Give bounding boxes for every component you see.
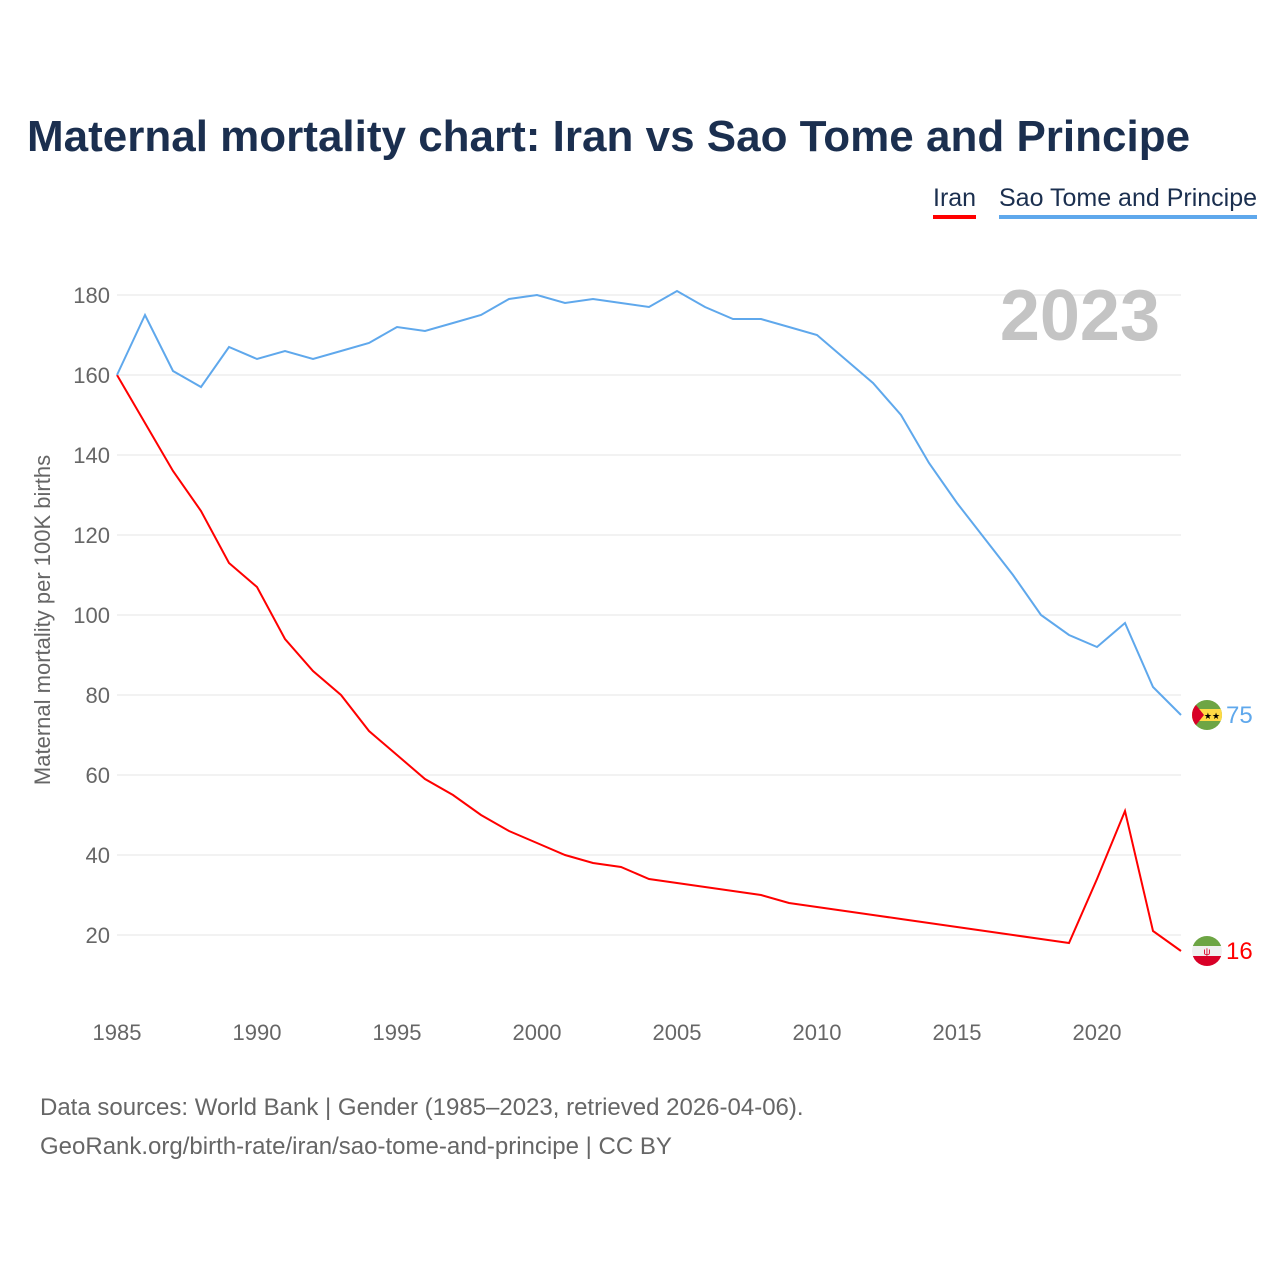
chart-title: Maternal mortality chart: Iran vs Sao To… <box>27 112 1191 161</box>
end-value-label: 75 <box>1226 702 1253 729</box>
source-link[interactable]: GeoRank.org/birth-rate/iran/sao-tome-and… <box>40 1133 672 1160</box>
series-line-iran <box>116 374 1182 952</box>
x-tick-label: 2015 <box>933 1020 982 1045</box>
x-tick-label: 1990 <box>233 1020 282 1045</box>
footer: Data sources: World Bank | Gender (1985–… <box>40 1088 804 1166</box>
y-tick-label: 100 <box>73 603 110 628</box>
year-watermark: 2023 <box>1000 276 1160 356</box>
y-tick-label: 180 <box>73 283 110 308</box>
legend-item-sao-tome[interactable]: Sao Tome and Principe <box>999 184 1258 219</box>
y-tick-label: 140 <box>73 443 110 468</box>
x-tick-label: 2020 <box>1073 1020 1122 1045</box>
data-source-note: Data sources: World Bank | Gender (1985–… <box>40 1094 804 1121</box>
y-tick-label: 80 <box>86 683 110 708</box>
y-tick-label: 60 <box>86 763 110 788</box>
x-tick-label: 1995 <box>373 1020 422 1045</box>
x-tick-label: 2005 <box>653 1020 702 1045</box>
svg-text:ψ: ψ <box>1203 947 1210 958</box>
svg-text:★★: ★★ <box>1204 711 1220 721</box>
x-tick-label: 1985 <box>93 1020 142 1045</box>
series-line-sao-tome <box>116 289 1182 716</box>
y-tick-label: 40 <box>86 843 110 868</box>
y-tick-label: 20 <box>86 923 110 948</box>
legend-item-iran[interactable]: Iran <box>933 184 977 219</box>
x-tick-label: 2010 <box>793 1020 842 1045</box>
y-axis-label: Maternal mortality per 100K births <box>30 455 55 785</box>
x-tick-label: 2000 <box>513 1020 562 1045</box>
y-tick-label: 160 <box>73 363 110 388</box>
iran-flag-icon: ψ <box>1192 936 1222 966</box>
sao-tome-flag-icon: ★★ <box>1192 700 1222 730</box>
y-tick-label: 120 <box>73 523 110 548</box>
end-value-label: 16 <box>1226 938 1253 965</box>
